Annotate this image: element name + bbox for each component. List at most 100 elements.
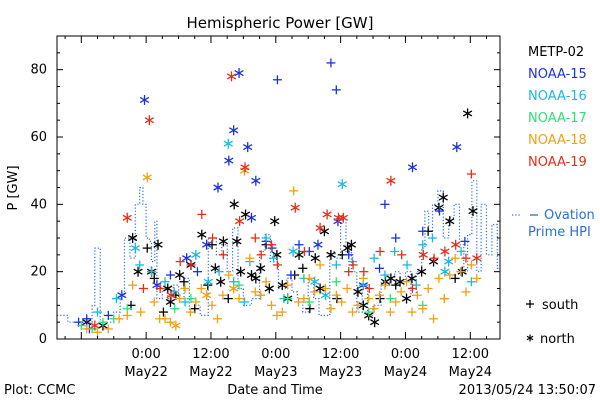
point-south-noaa-18 — [245, 253, 255, 263]
x-axis-label: Date and Time — [227, 383, 323, 398]
point-south-noaa-17 — [170, 304, 180, 314]
point-south-noaa-16 — [180, 297, 190, 307]
point-north-noaa-16 — [203, 276, 213, 287]
point-north-noaa-15 — [313, 239, 323, 250]
point-north-metp-02 — [264, 283, 274, 294]
point-south-noaa-17 — [304, 297, 314, 307]
point-south-noaa-16 — [418, 240, 428, 250]
x-tick-label-date: May22 — [189, 365, 232, 380]
point-north-metp-02 — [133, 266, 143, 277]
point-north-noaa-16 — [288, 246, 298, 257]
point-north-noaa-15 — [139, 94, 150, 105]
point-south-noaa-16 — [160, 277, 170, 287]
point-south-metp-02 — [179, 277, 189, 287]
point-north-metp-02 — [251, 273, 261, 284]
point-south-noaa-15 — [272, 75, 282, 85]
point-south-noaa-18 — [396, 287, 406, 297]
point-south-noaa-17 — [364, 307, 374, 317]
x-tick-label-date: May23 — [319, 365, 362, 380]
point-north-noaa-18 — [201, 290, 212, 301]
point-south-noaa-16 — [369, 253, 379, 263]
point-south-noaa-18 — [310, 287, 320, 297]
point-south-noaa-18 — [234, 294, 244, 304]
point-north-metp-02 — [153, 239, 163, 250]
point-north-noaa-16 — [191, 249, 201, 260]
point-south-noaa-19 — [175, 257, 185, 267]
point-south-noaa-19 — [466, 169, 476, 179]
point-south-noaa-18 — [277, 307, 287, 317]
point-south-noaa-19 — [256, 250, 266, 260]
point-north-metp-02 — [216, 276, 226, 287]
point-south-noaa-18 — [456, 267, 466, 277]
legend-entry: NOAA-15 — [528, 67, 587, 82]
y-tick-label: 20 — [30, 265, 47, 280]
point-north-metp-02 — [232, 236, 242, 247]
point-south-noaa-18 — [375, 290, 385, 300]
point-north-metp-02 — [407, 273, 417, 284]
point-south-noaa-16 — [261, 233, 271, 243]
point-south-noaa-15 — [380, 199, 390, 209]
point-south-noaa-19 — [348, 260, 358, 270]
legend-ovation-label-line1: Ovation — [544, 208, 595, 223]
point-south-noaa-15 — [418, 226, 428, 236]
point-south-noaa-15 — [391, 233, 401, 243]
point-north-noaa-15 — [452, 142, 462, 153]
point-north-metp-02 — [395, 276, 405, 287]
point-south-noaa-18 — [461, 287, 471, 297]
plot-credit: Plot: CCMC — [4, 383, 75, 398]
point-south-noaa-18 — [321, 284, 331, 293]
x-tick-label-time: 12:00 — [452, 347, 489, 362]
point-south-noaa-19 — [266, 240, 276, 250]
point-south-noaa-18 — [439, 294, 449, 304]
point-south-noaa-17 — [385, 294, 395, 304]
point-south-noaa-19 — [461, 253, 471, 263]
point-north-metp-02 — [163, 283, 173, 294]
y-tick-label: 0 — [39, 332, 47, 347]
point-north-noaa-16 — [440, 266, 450, 277]
point-north-noaa-19 — [226, 71, 237, 82]
point-south-noaa-19 — [218, 250, 228, 260]
point-south-noaa-18 — [149, 297, 159, 307]
point-north-noaa-19 — [386, 175, 396, 186]
point-south-noaa-19 — [359, 267, 369, 277]
point-north-metp-02 — [174, 270, 185, 281]
point-south-noaa-17 — [76, 321, 86, 331]
point-south-noaa-18 — [103, 324, 113, 334]
legend: METP-02 NOAA-15 NOAA-16 NOAA-17 NOAA-18 NOAA-… — [512, 45, 595, 347]
point-south-noaa-18 — [434, 273, 444, 283]
point-south-noaa-16 — [380, 270, 390, 280]
point-south-noaa-18 — [429, 314, 439, 324]
point-north-noaa-15 — [201, 239, 212, 250]
point-south-noaa-19 — [250, 233, 260, 243]
point-south-noaa-18 — [293, 297, 303, 307]
point-south-noaa-18 — [472, 273, 482, 283]
y-axis-label: P [GW] — [6, 165, 21, 210]
y-tick-label: 80 — [30, 63, 47, 78]
point-south-noaa-16 — [147, 267, 157, 277]
point-south-noaa-15 — [331, 85, 341, 95]
point-south-noaa-15 — [344, 250, 354, 260]
point-south-noaa-19 — [375, 246, 385, 256]
point-north-noaa-19 — [90, 320, 100, 331]
point-south-noaa-15 — [460, 236, 470, 246]
point-south-metp-02 — [223, 294, 233, 304]
point-south-noaa-19 — [407, 284, 417, 293]
point-south-noaa-18 — [256, 290, 266, 300]
point-south-noaa-15 — [286, 270, 296, 280]
point-south-noaa-18 — [128, 280, 138, 290]
point-south-noaa-15 — [103, 310, 113, 320]
x-tick-label-date: May24 — [384, 365, 427, 380]
point-north-metp-02 — [246, 270, 257, 281]
point-north-noaa-19 — [338, 212, 348, 223]
ovation-hpi-layer — [57, 180, 500, 323]
point-south-noaa-18 — [391, 297, 401, 307]
point-north-metp-02 — [445, 216, 455, 227]
point-south-noaa-18 — [136, 307, 146, 317]
point-north-metp-02 — [342, 243, 353, 254]
point-north-noaa-19 — [166, 290, 176, 301]
point-south-noaa-19 — [155, 284, 165, 293]
point-south-noaa-19 — [429, 253, 439, 263]
point-north-noaa-15 — [213, 182, 223, 193]
point-south-noaa-18 — [207, 300, 217, 310]
ovation-hpi-line — [57, 180, 500, 323]
